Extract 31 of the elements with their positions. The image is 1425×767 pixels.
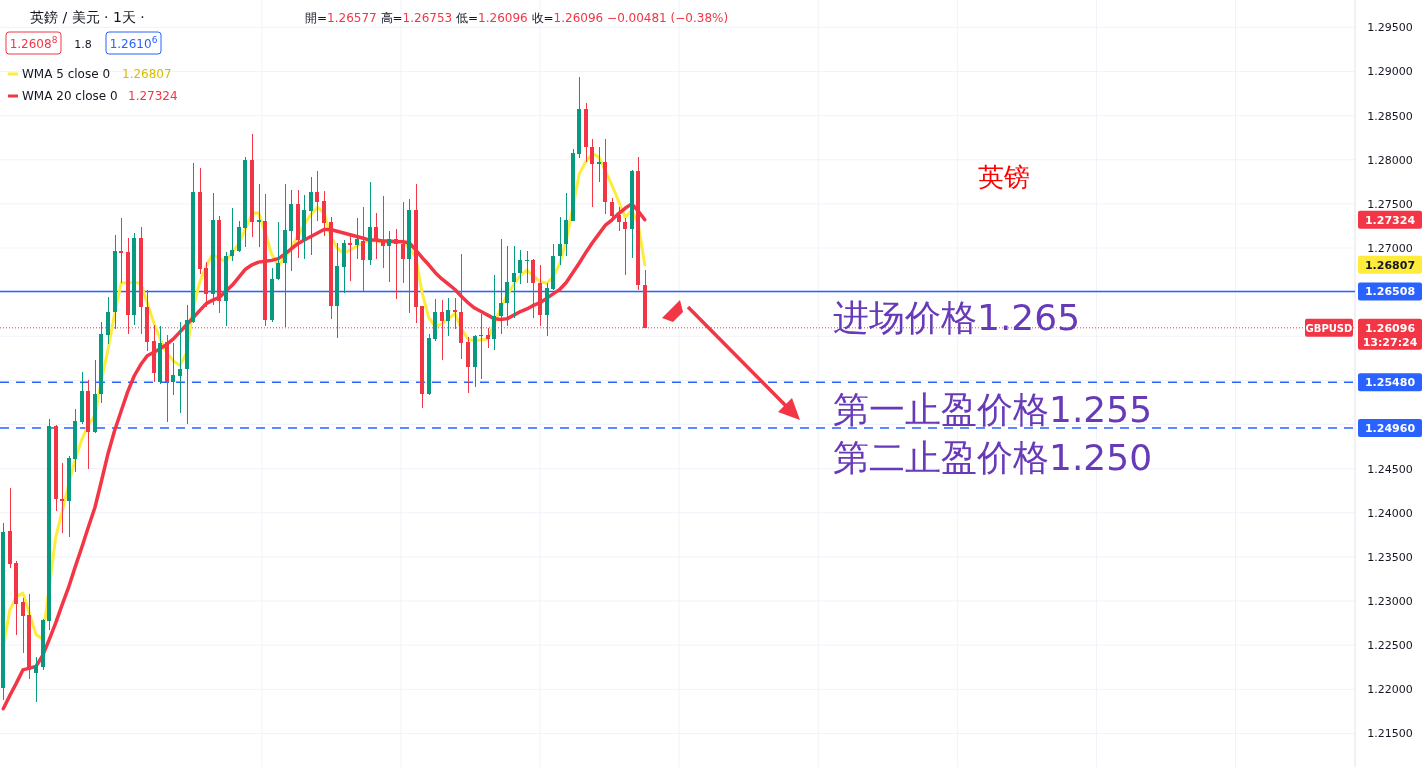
- annotation: 1.26807: [122, 67, 172, 81]
- annotation: 第一止盈价格1.255: [833, 389, 1153, 430]
- annotation: 英镑: [978, 162, 1030, 192]
- annotation: 1.27324: [128, 89, 178, 103]
- y-tick-label: 1.27500: [1367, 197, 1413, 211]
- y-tick-label: 1.24500: [1367, 462, 1413, 476]
- y-tick-label: 1.21500: [1367, 727, 1413, 741]
- y-tick-label: 1.23000: [1367, 595, 1413, 609]
- y-tick-label: 1.24000: [1367, 506, 1413, 520]
- y-tick-label: 1.22000: [1367, 683, 1413, 697]
- legend-label: WMA 5 close 0: [22, 67, 111, 81]
- annotation: 1.2608$^{8}$: [5, 31, 62, 55]
- annotation: 第二止盈价格1.250: [833, 437, 1153, 478]
- ref-line-label: 1.26508: [1364, 285, 1416, 299]
- annotation: 英鎊 / 美元 · 1天 ·: [30, 9, 145, 25]
- ref-line-label: 1.26096: [1364, 321, 1416, 335]
- y-tick-label: 1.23500: [1367, 550, 1413, 564]
- annotation: 进场价格1.265: [833, 297, 1081, 338]
- ref-line-label: 1.25480: [1364, 376, 1416, 390]
- y-tick-label: 1.28000: [1367, 153, 1413, 167]
- annotation: 開=1.26577 高=1.26753 低=1.26096 收=1.26096 −0.00481 (−0.38%): [305, 11, 729, 25]
- y-tick-label: 1.27000: [1367, 242, 1413, 256]
- annotation: 1.8: [74, 38, 92, 51]
- y-tick-label: 1.29000: [1367, 65, 1413, 79]
- annotation: 1.2610$^{6}$: [105, 31, 162, 55]
- annotation: GBPUSD: [1305, 322, 1353, 334]
- legend-label: WMA 20 close 0: [22, 89, 118, 103]
- y-tick-label: 1.28500: [1367, 109, 1413, 123]
- y-tick-label: 1.22500: [1367, 639, 1413, 653]
- ref-line-label: 1.24960: [1364, 422, 1416, 436]
- y-tick-label: 1.29500: [1367, 21, 1413, 35]
